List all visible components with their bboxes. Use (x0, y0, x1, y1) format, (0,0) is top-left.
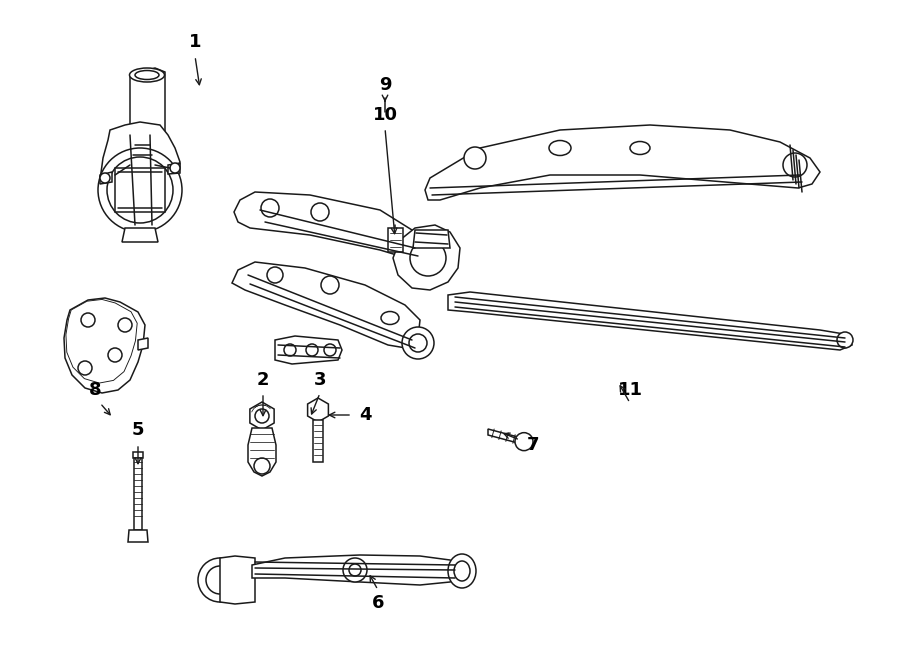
Circle shape (118, 318, 132, 332)
Polygon shape (128, 530, 148, 542)
Polygon shape (488, 429, 522, 444)
Text: 11: 11 (617, 381, 643, 399)
Circle shape (306, 344, 318, 356)
Ellipse shape (381, 311, 399, 325)
Ellipse shape (630, 141, 650, 155)
Circle shape (98, 148, 182, 232)
Text: 6: 6 (372, 594, 384, 612)
Circle shape (402, 327, 434, 359)
Circle shape (254, 458, 270, 474)
Polygon shape (425, 125, 820, 200)
Circle shape (324, 344, 336, 356)
Text: 4: 4 (359, 406, 371, 424)
Polygon shape (248, 428, 276, 476)
Polygon shape (122, 228, 158, 242)
Polygon shape (115, 168, 165, 212)
Circle shape (170, 163, 180, 173)
Polygon shape (168, 163, 180, 174)
Text: 1: 1 (189, 33, 202, 51)
Ellipse shape (549, 141, 571, 155)
Circle shape (78, 361, 92, 375)
Circle shape (515, 433, 533, 451)
Circle shape (464, 147, 486, 169)
Polygon shape (250, 402, 274, 430)
Polygon shape (134, 458, 142, 530)
Polygon shape (100, 172, 112, 184)
Circle shape (284, 344, 296, 356)
Polygon shape (252, 555, 460, 585)
Circle shape (343, 558, 367, 582)
Text: 2: 2 (256, 371, 269, 389)
Polygon shape (275, 336, 342, 364)
Circle shape (410, 240, 446, 276)
Circle shape (100, 173, 110, 183)
Polygon shape (138, 338, 148, 350)
Circle shape (837, 332, 853, 348)
Polygon shape (220, 556, 255, 604)
Ellipse shape (130, 68, 165, 82)
Text: 5: 5 (131, 421, 144, 439)
Polygon shape (448, 292, 852, 350)
Polygon shape (133, 452, 143, 458)
Polygon shape (130, 68, 165, 138)
Circle shape (783, 153, 807, 177)
Circle shape (206, 566, 234, 594)
Circle shape (135, 185, 145, 195)
Circle shape (311, 203, 329, 221)
Text: 9: 9 (379, 76, 392, 94)
Polygon shape (232, 262, 420, 348)
Circle shape (108, 348, 122, 362)
Circle shape (349, 564, 361, 576)
Text: 3: 3 (314, 371, 326, 389)
Polygon shape (393, 225, 460, 290)
Polygon shape (234, 192, 432, 262)
Circle shape (198, 558, 242, 602)
Circle shape (81, 313, 95, 327)
Text: 8: 8 (89, 381, 102, 399)
Circle shape (107, 157, 173, 223)
Ellipse shape (448, 554, 476, 588)
Polygon shape (413, 230, 450, 248)
Polygon shape (388, 228, 403, 252)
Circle shape (267, 267, 283, 283)
Text: 10: 10 (373, 106, 398, 124)
Text: 7: 7 (526, 436, 539, 454)
Circle shape (255, 409, 269, 423)
Circle shape (261, 199, 279, 217)
Polygon shape (308, 398, 328, 422)
Polygon shape (64, 298, 145, 393)
Circle shape (409, 334, 427, 352)
Circle shape (321, 276, 339, 294)
Polygon shape (66, 299, 137, 383)
Ellipse shape (135, 71, 159, 79)
Polygon shape (100, 122, 180, 232)
Polygon shape (313, 420, 323, 462)
Ellipse shape (454, 561, 470, 581)
